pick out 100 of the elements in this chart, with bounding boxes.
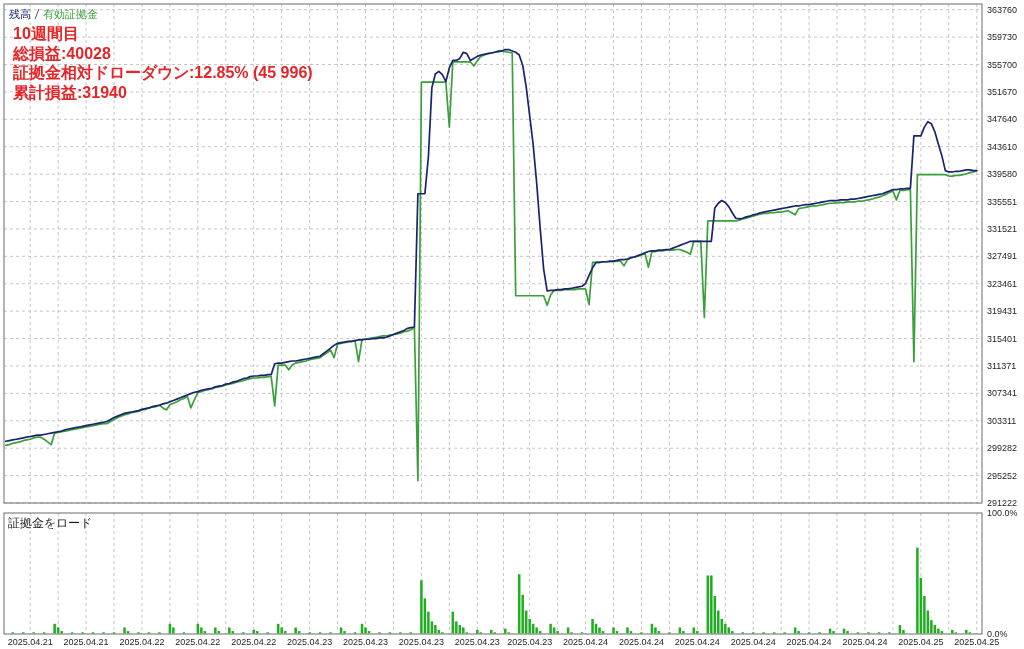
- y-tick-label: 100.0%: [987, 508, 1018, 518]
- bar: [217, 631, 221, 634]
- bar: [965, 629, 968, 634]
- bar: [612, 627, 615, 634]
- x-tick-label: 2025.04.24: [618, 637, 664, 647]
- y-tick-label: 311371: [987, 360, 1017, 371]
- bar: [56, 627, 60, 634]
- x-tick-label: 2025.04.22: [175, 637, 221, 647]
- y-tick-label: 335551: [987, 196, 1018, 207]
- y-tick-label: 355700: [987, 59, 1018, 70]
- y-tick-label: 0.0%: [987, 629, 1008, 639]
- chart-title: 証拠金をロード: [8, 516, 92, 530]
- y-tick-label: 347640: [987, 114, 1018, 125]
- y-tick-label: 303311: [987, 415, 1017, 426]
- x-tick-label: 2025.04.24: [842, 637, 888, 647]
- bar: [280, 627, 283, 634]
- bar: [343, 631, 346, 634]
- x-tick-label: 2025.04.23: [287, 637, 333, 647]
- bar: [591, 618, 594, 634]
- y-tick-label: 315401: [987, 333, 1018, 344]
- bar: [626, 627, 629, 634]
- y-tick-label: 363760: [987, 4, 1018, 15]
- x-tick-label: 2025.04.24: [786, 637, 832, 647]
- text: 残高: [9, 8, 31, 20]
- bar: [297, 631, 301, 634]
- x-tick-label: 2025.04.21: [7, 637, 53, 647]
- bar: [60, 631, 63, 634]
- bar: [364, 627, 367, 634]
- x-tick-label: 2025.04.23: [507, 637, 553, 647]
- bar: [916, 547, 919, 634]
- annotation: 総損益:40028: [12, 44, 111, 62]
- x-tick-label: 2025.04.23: [454, 637, 500, 647]
- y-tick-label: 299282: [987, 443, 1018, 454]
- bar: [53, 623, 56, 634]
- bar: [832, 631, 835, 634]
- bar: [538, 631, 542, 634]
- bar: [566, 627, 570, 634]
- bar: [200, 627, 203, 634]
- bar: [203, 631, 207, 634]
- bar: [846, 631, 849, 634]
- y-tick-label: 331521: [987, 223, 1018, 234]
- y-tick-label: 343610: [987, 141, 1018, 152]
- bar: [556, 631, 559, 634]
- bar: [657, 631, 661, 634]
- bar: [678, 627, 682, 634]
- bar: [228, 627, 231, 634]
- y-tick-label: 295252: [987, 470, 1018, 481]
- x-tick-label: 2025.04.21: [63, 637, 109, 647]
- bar: [339, 627, 343, 634]
- y-tick-label: 307341: [987, 388, 1018, 399]
- x-tick-label: 2025.04.25: [898, 637, 944, 647]
- bar: [710, 575, 713, 634]
- bar: [601, 631, 605, 634]
- bar: [462, 627, 465, 634]
- bar: [629, 631, 633, 634]
- bar: [420, 580, 423, 634]
- bar: [654, 627, 657, 634]
- bar: [682, 631, 685, 634]
- x-tick-label: 2025.04.22: [119, 637, 165, 647]
- bar: [951, 629, 954, 634]
- bar: [231, 631, 235, 634]
- y-tick-label: 291222: [987, 498, 1018, 508]
- bar: [598, 627, 601, 634]
- y-tick-label: 351670: [987, 86, 1018, 97]
- y-tick-label: 359730: [987, 32, 1018, 43]
- x-tick-label: 2025.04.23: [398, 637, 444, 647]
- bar: [126, 631, 130, 634]
- bar: [727, 627, 731, 634]
- bar: [294, 627, 297, 634]
- annotation: 累計損益:31940: [12, 84, 127, 102]
- bar: [535, 627, 538, 634]
- x-tick-label: 2025.04.25: [954, 637, 1000, 647]
- bar: [724, 623, 727, 634]
- x-tick-label: 2025.04.24: [730, 637, 776, 647]
- y-tick-label: 339580: [987, 169, 1018, 180]
- bar: [367, 631, 371, 634]
- bar: [797, 631, 800, 634]
- bar: [549, 623, 552, 634]
- bar: [252, 629, 255, 634]
- x-tick-label: 2025.04.23: [342, 637, 389, 647]
- text: 有効証拠金: [43, 8, 98, 20]
- x-tick-label: 2025.04.22: [231, 637, 277, 647]
- text: 10週間目: [13, 25, 79, 42]
- y-tick-label: 319431: [987, 306, 1018, 317]
- x-tick-label: 2025.04.24: [563, 637, 609, 647]
- bar: [793, 627, 797, 634]
- bar: [214, 627, 217, 634]
- bar: [476, 629, 479, 634]
- bar: [172, 627, 175, 634]
- bar: [255, 631, 259, 634]
- bar: [615, 631, 619, 634]
- annotation: 証拠金相対ドローダウン:12.85% (45 996): [12, 63, 313, 82]
- bar: [902, 629, 905, 634]
- bar: [552, 627, 556, 634]
- bar: [696, 631, 699, 634]
- bar: [940, 631, 944, 634]
- bar: [937, 628, 940, 634]
- x-tick-label: 2025.04.24: [674, 637, 720, 647]
- bar: [283, 631, 287, 634]
- bar: [434, 625, 437, 634]
